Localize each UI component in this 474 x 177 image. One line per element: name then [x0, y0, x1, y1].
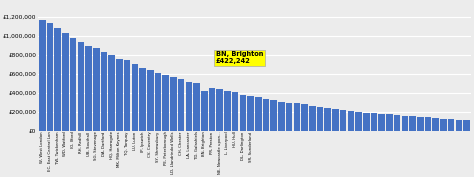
Bar: [139, 68, 146, 131]
Bar: [78, 42, 84, 131]
Bar: [62, 33, 69, 131]
Bar: [386, 115, 393, 131]
Bar: [448, 119, 455, 131]
Bar: [193, 83, 200, 131]
Bar: [394, 115, 401, 131]
Bar: [417, 117, 424, 131]
Bar: [340, 110, 346, 131]
Bar: [101, 52, 107, 131]
Bar: [116, 59, 123, 131]
Bar: [239, 95, 246, 131]
Bar: [186, 82, 192, 131]
Bar: [371, 113, 377, 131]
Bar: [410, 116, 416, 131]
Bar: [278, 102, 285, 131]
Bar: [463, 120, 470, 131]
Bar: [39, 20, 46, 131]
Bar: [263, 99, 269, 131]
Bar: [224, 91, 231, 131]
Bar: [332, 109, 339, 131]
Bar: [147, 70, 154, 131]
Bar: [255, 97, 262, 131]
Text: BN, Brighton
£422,242: BN, Brighton £422,242: [216, 51, 263, 64]
Bar: [309, 106, 316, 131]
Bar: [432, 118, 439, 131]
Bar: [232, 92, 238, 131]
Bar: [293, 103, 300, 131]
Bar: [201, 91, 208, 131]
Bar: [425, 118, 431, 131]
Bar: [456, 120, 462, 131]
Bar: [217, 89, 223, 131]
Bar: [440, 119, 447, 131]
Bar: [286, 103, 292, 131]
Bar: [209, 88, 215, 131]
Bar: [163, 75, 169, 131]
Bar: [155, 73, 161, 131]
Bar: [271, 100, 277, 131]
Bar: [401, 116, 408, 131]
Bar: [93, 48, 100, 131]
Bar: [70, 38, 76, 131]
Bar: [124, 61, 130, 131]
Bar: [247, 96, 254, 131]
Bar: [170, 77, 177, 131]
Bar: [301, 104, 308, 131]
Bar: [378, 114, 385, 131]
Bar: [109, 55, 115, 131]
Bar: [55, 28, 61, 131]
Bar: [363, 113, 370, 131]
Bar: [85, 46, 92, 131]
Bar: [325, 108, 331, 131]
Bar: [347, 111, 354, 131]
Bar: [47, 23, 53, 131]
Bar: [317, 107, 323, 131]
Bar: [356, 112, 362, 131]
Bar: [132, 64, 138, 131]
Bar: [178, 79, 184, 131]
